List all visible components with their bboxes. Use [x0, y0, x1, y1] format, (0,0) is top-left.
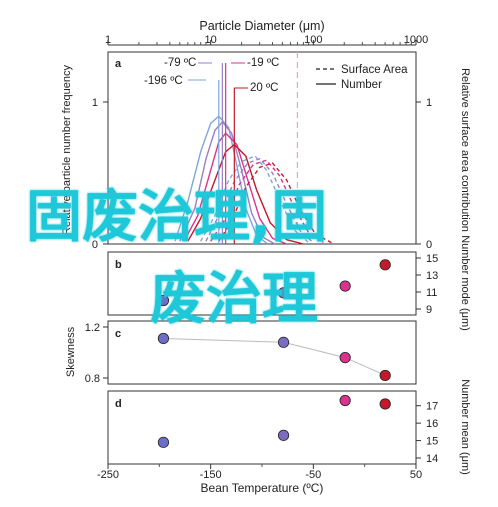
annotation-20: 20 ºC — [250, 82, 279, 94]
data-point — [379, 259, 391, 271]
x-tick-label: 50 — [410, 469, 422, 481]
legend-number: Number — [341, 79, 382, 91]
left-tick-label: 1 — [92, 97, 98, 109]
y-tick-label: 0.8 — [85, 373, 100, 385]
data-point — [157, 294, 170, 307]
legend: Surface Area Number — [316, 64, 408, 91]
left-tick-label: 0 — [92, 239, 98, 251]
top-tick-label: 100 — [304, 34, 322, 46]
y-tick-label: 15 — [426, 436, 438, 448]
overlay-text-line-2: 废治理 — [150, 267, 318, 332]
data-point — [157, 436, 170, 448]
panel-a-frame — [107, 51, 417, 245]
legend-surface-area: Surface Area — [341, 64, 408, 76]
panel-b-frame — [107, 251, 417, 316]
top-tick-label: 1000 — [404, 34, 428, 46]
panel-c-label: c — [115, 328, 121, 340]
y-tick-label: 15 — [426, 253, 438, 265]
series-line — [205, 157, 314, 244]
trend-line — [163, 338, 386, 376]
panel-a-right-axis: 1 0 — [416, 97, 432, 251]
top-tick-label: 1 — [105, 34, 111, 46]
annotation-minus196: -196 ºC — [144, 75, 183, 87]
ylabel-number-mean: Number mean (μm) — [459, 379, 471, 475]
data-point — [379, 369, 391, 382]
annotation-minus19: -19 ºC — [247, 57, 279, 69]
y-tick-label: 16 — [426, 418, 438, 430]
overlay-text-line-1: 固废治理,固 — [26, 185, 328, 250]
series-line — [183, 132, 287, 245]
x-tick-label: -250 — [97, 469, 119, 481]
top-axis-title: Particle Diameter (μm) — [199, 19, 324, 33]
top-tick-label: 10 — [205, 34, 217, 46]
y-tick-label: 17 — [426, 401, 438, 413]
series-line — [174, 115, 269, 245]
series-line — [218, 162, 332, 244]
data-point — [339, 351, 351, 364]
x-tick-label: -50 — [305, 469, 321, 481]
top-axis: 1 10 100 1000 — [105, 34, 428, 46]
bottom-axis: -250 -150 -50 50 — [97, 464, 422, 481]
panel-c-frame — [107, 320, 417, 385]
ylabel-skewness: Skewness — [65, 326, 77, 377]
panel-a-label: a — [115, 58, 122, 70]
data-point — [157, 332, 170, 345]
data-point — [339, 394, 351, 407]
series-line — [200, 155, 310, 244]
y-tick-label: 14 — [426, 453, 438, 465]
panel-c-plot: 0.8 1.2 — [85, 322, 391, 385]
panel-a-left-axis: 1 0 — [92, 97, 108, 251]
series-line — [179, 120, 276, 245]
y-tick-label: 1.2 — [85, 322, 100, 334]
data-point — [277, 287, 290, 299]
series-line — [187, 143, 304, 245]
y-tick-label: 9 — [426, 304, 432, 316]
temperature-annotations: -79 ºC -196 ºC -19 ºC 20 ºC — [144, 57, 279, 94]
ylabel-left: Relative particle number frequency — [61, 65, 73, 235]
right-tick-label: 0 — [426, 239, 432, 251]
ylabel-right: Relative surface area contribution — [459, 68, 471, 232]
ylabel-number-mode: Number mode (μm) — [459, 235, 471, 331]
data-point — [277, 429, 290, 441]
panel-d-label: d — [115, 398, 122, 410]
y-tick-label: 13 — [426, 270, 438, 282]
data-point — [379, 398, 391, 410]
data-point — [277, 336, 290, 348]
series-line — [210, 159, 324, 244]
panel-d-plot: 14 15 16 17 — [157, 394, 438, 465]
panel-b-label: b — [115, 259, 122, 271]
x-tick-label: -150 — [200, 469, 222, 481]
right-tick-label: 1 — [426, 97, 432, 109]
y-tick-label: 11 — [426, 287, 437, 299]
series-group — [174, 63, 332, 245]
data-point — [339, 280, 351, 292]
xlabel: Bean Temperature (ºC) — [201, 481, 324, 495]
panel-d-frame — [107, 390, 417, 465]
annotation-minus79: -79 ºC — [164, 57, 196, 69]
panel-b-plot: 9 11 13 15 — [157, 253, 438, 316]
